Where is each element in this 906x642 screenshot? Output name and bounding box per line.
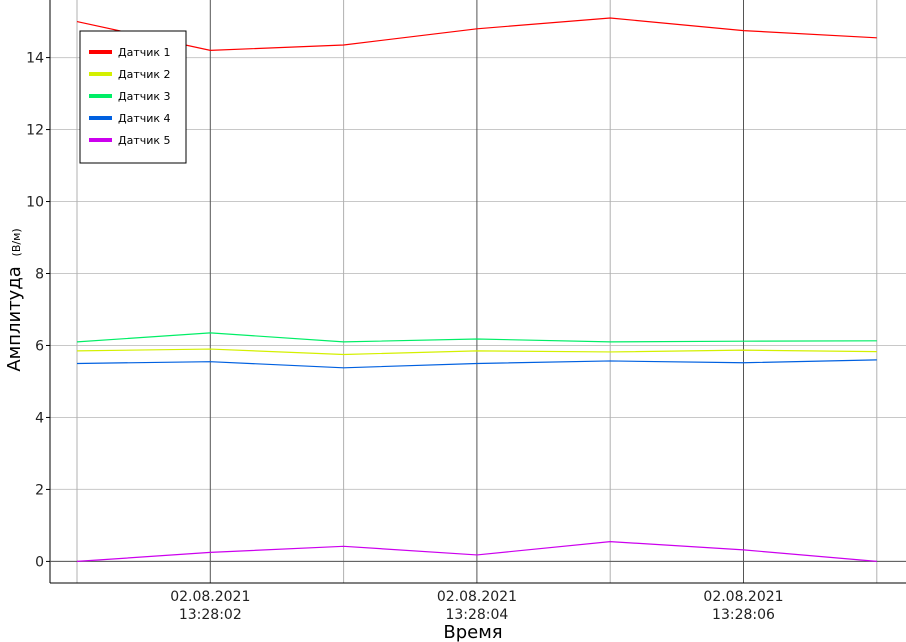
x-tick-label-date: 02.08.2021 xyxy=(437,589,517,605)
y-tick-labels: 0 2 4 6 8 10 12 14 xyxy=(26,51,50,570)
y-tick-label: 2 xyxy=(35,482,44,498)
grid xyxy=(50,0,906,583)
axes xyxy=(49,0,906,584)
legend-label: Датчик 2 xyxy=(118,68,171,81)
x-tick-labels: 02.08.2021 13:28:02 02.08.2021 13:28:04 02.0… xyxy=(170,589,783,623)
x-axis-title: Время xyxy=(443,622,502,642)
legend-label: Датчик 1 xyxy=(118,46,171,59)
y-axis-title: Амплитуда xyxy=(4,266,25,371)
y-tick-label: 8 xyxy=(35,267,44,283)
x-tick-label-time: 13:28:06 xyxy=(712,607,775,623)
legend-label: Датчик 3 xyxy=(118,90,171,103)
x-tick-label-date: 02.08.2021 xyxy=(703,589,783,605)
y-tick-label: 6 xyxy=(35,338,44,354)
svg-text:Амплитуда (В/м): Амплитуда (В/м) xyxy=(4,228,25,371)
series-line xyxy=(76,348,877,356)
series-lines xyxy=(76,17,877,563)
legend: Датчик 1 Датчик 2 Датчик 3 Датчик 4 Датчик 5 xyxy=(79,30,187,164)
y-axis-unit: (В/м) xyxy=(10,228,23,256)
x-tick-label-time: 13:28:02 xyxy=(179,607,242,623)
series-line xyxy=(76,332,877,343)
y-tick-label: 4 xyxy=(35,410,44,426)
legend-label: Датчик 5 xyxy=(118,134,171,147)
series-line xyxy=(76,17,877,51)
x-tick-label-time: 13:28:04 xyxy=(445,607,508,623)
series-line xyxy=(76,359,877,369)
y-tick-label: 12 xyxy=(26,123,44,139)
y-tick-label: 10 xyxy=(26,195,44,211)
y-tick-label: 0 xyxy=(35,554,44,570)
x-tick-label-date: 02.08.2021 xyxy=(170,589,250,605)
y-tick-label: 14 xyxy=(26,51,44,67)
legend-label: Датчик 4 xyxy=(118,112,171,125)
series-line xyxy=(76,541,877,563)
